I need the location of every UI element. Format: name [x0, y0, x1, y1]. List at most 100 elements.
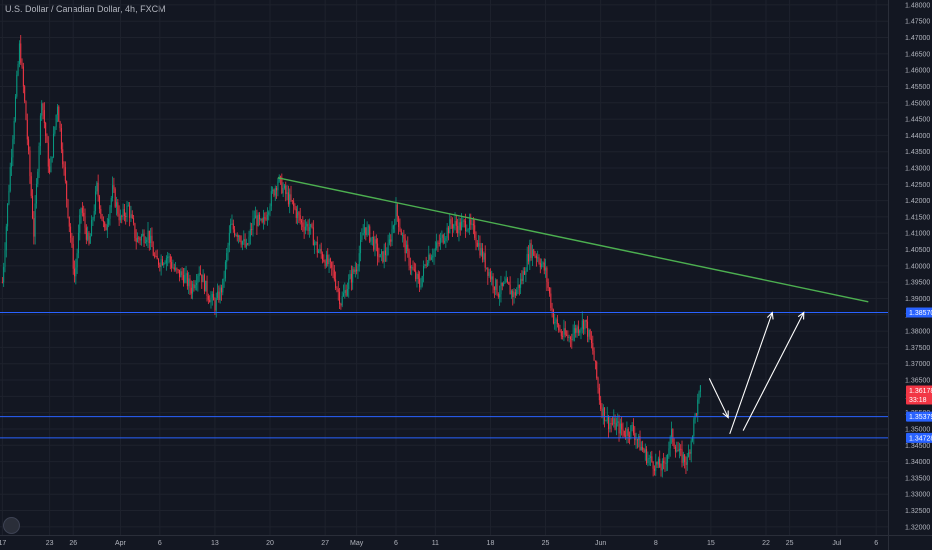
- candle-body: [606, 415, 608, 421]
- candle-body: [538, 257, 540, 263]
- candle-body: [429, 254, 431, 260]
- candle-body: [213, 294, 215, 301]
- candle-body: [196, 282, 198, 285]
- candle-body: [361, 235, 363, 240]
- x-tick-label: 6: [874, 540, 878, 547]
- candle-body: [297, 212, 299, 218]
- candle-body: [521, 278, 523, 281]
- candle-body: [129, 205, 131, 218]
- candle-body: [432, 256, 434, 258]
- candle-body: [562, 336, 564, 337]
- candle-body: [545, 267, 547, 271]
- candle-body: [541, 264, 543, 268]
- y-tick-label: 1.34000: [905, 459, 930, 466]
- candle-body: [690, 440, 692, 454]
- candle-body: [262, 217, 264, 223]
- candle-body: [566, 334, 568, 336]
- candle-body: [38, 146, 40, 172]
- candle-body: [303, 227, 305, 231]
- candle-body: [428, 254, 430, 264]
- candle-body: [548, 287, 550, 294]
- candle-body: [56, 106, 58, 115]
- candle-body: [75, 267, 77, 277]
- x-tick-label: 17: [0, 540, 6, 547]
- candle-body: [329, 258, 331, 262]
- candle-body: [307, 223, 309, 231]
- annotation-arrow-head: [797, 311, 805, 320]
- y-tick-label: 1.44000: [905, 133, 930, 140]
- candle-body: [537, 257, 539, 259]
- candle-body: [113, 185, 115, 190]
- candle-body: [156, 256, 158, 260]
- candle-body: [487, 267, 489, 276]
- candle-body: [46, 135, 48, 143]
- candle-body: [503, 282, 505, 286]
- candle-body: [512, 290, 514, 297]
- candle-body: [227, 245, 229, 254]
- candle-body: [66, 181, 68, 200]
- candle-body: [143, 233, 145, 243]
- candle-body: [588, 329, 590, 337]
- candle-body: [96, 182, 98, 192]
- candle-body: [43, 110, 45, 123]
- candle-body: [320, 248, 322, 254]
- candle-body: [630, 425, 632, 437]
- candle-body: [604, 407, 606, 421]
- candle-body: [341, 296, 343, 306]
- candle-body: [386, 254, 388, 256]
- candle-body: [619, 423, 621, 434]
- candle-body: [543, 262, 545, 271]
- candle-body: [510, 290, 512, 295]
- y-tick-label: 1.47000: [905, 35, 930, 42]
- candle-body: [178, 269, 180, 278]
- candle-body: [577, 326, 579, 333]
- candle-body: [697, 399, 699, 415]
- candle-body: [491, 276, 493, 280]
- candle-body: [13, 120, 15, 140]
- candle-body: [402, 234, 404, 236]
- candle-body: [362, 233, 364, 236]
- candle-body: [617, 421, 619, 423]
- candle-body: [161, 259, 163, 266]
- candle-body: [331, 261, 333, 268]
- candle-body: [475, 237, 477, 243]
- candle-body: [308, 227, 310, 231]
- candle-body: [98, 196, 100, 209]
- candle-body: [555, 319, 557, 322]
- candle-body: [291, 200, 293, 202]
- candle-body: [388, 239, 390, 244]
- candle-body: [217, 291, 219, 298]
- candle-body: [636, 439, 638, 441]
- candle-body: [622, 429, 624, 431]
- candle-body: [546, 267, 548, 282]
- candle-body: [671, 429, 673, 437]
- candle-body: [62, 149, 64, 165]
- candle-body: [390, 239, 392, 242]
- candle-body: [339, 291, 341, 305]
- candle-body: [311, 224, 313, 228]
- candle-body: [463, 220, 465, 222]
- candle-body: [657, 458, 659, 465]
- annotation-arrow: [708, 378, 729, 418]
- candle-body: [177, 269, 179, 271]
- candle-body: [647, 458, 649, 464]
- candle-body: [358, 253, 360, 267]
- candle-body: [59, 121, 61, 129]
- candle-body: [265, 218, 267, 220]
- candle-body: [377, 243, 379, 257]
- candle-body: [383, 250, 385, 262]
- candle-body: [159, 264, 161, 267]
- candle-body: [67, 199, 69, 217]
- candle-body: [459, 222, 461, 230]
- candle-body: [277, 181, 279, 191]
- candle-body: [108, 218, 110, 225]
- candle-body: [509, 284, 511, 295]
- candle-body: [634, 433, 636, 440]
- y-tick-label: 1.37500: [905, 345, 930, 352]
- candle-body: [114, 189, 116, 207]
- x-tick-label: 15: [707, 540, 715, 547]
- candle-body: [333, 269, 335, 280]
- candle-body: [231, 223, 233, 225]
- tradingview-logo-icon[interactable]: [3, 517, 20, 534]
